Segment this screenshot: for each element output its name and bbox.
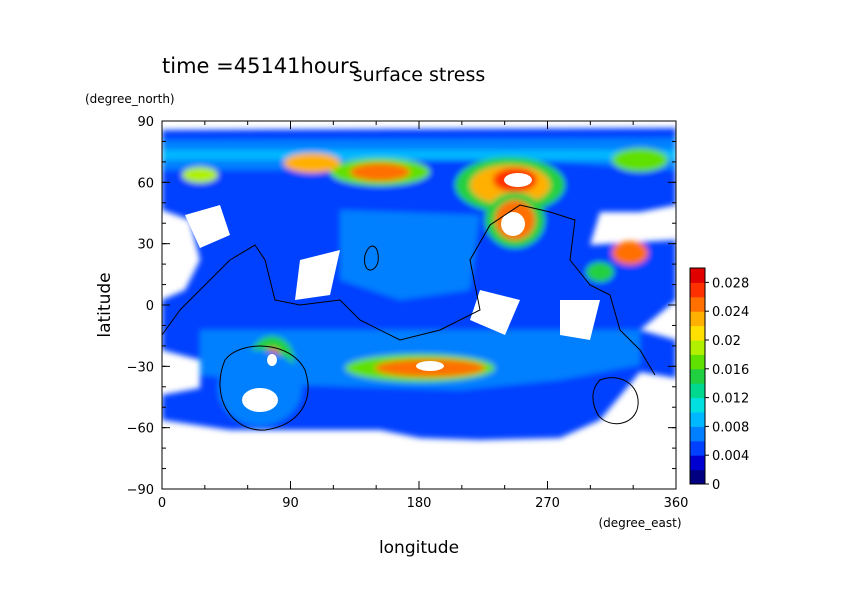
- colorbar-tick-label: 0: [712, 478, 720, 493]
- axes: 0 90 180 270 360 90 60 30 0 −30 −60 −90: [127, 115, 689, 511]
- coastlines: [161, 204, 656, 431]
- colorbar-swatch: [690, 340, 705, 355]
- colorbar-frame: [689, 267, 706, 485]
- colorbar-swatch: [690, 383, 705, 399]
- time-label: time =45141hours: [162, 54, 360, 78]
- colorbar-swatch: [690, 311, 705, 327]
- colorbar-swatch: [690, 426, 705, 442]
- colorbar-swatch: [690, 455, 705, 471]
- colorbar-tick-label: 0.012: [712, 392, 749, 407]
- colorbar-tick-label: 0.008: [712, 420, 749, 435]
- y-tick-label: 30: [137, 238, 154, 253]
- colorbar-swatch: [690, 397, 705, 413]
- y-tick-label: 90: [137, 115, 154, 130]
- y-axis-title: latitude: [95, 272, 115, 337]
- x-tick-label: 360: [664, 496, 689, 511]
- x-tick-label: 270: [535, 496, 560, 511]
- y-tick-label: 60: [137, 176, 154, 191]
- colorbar-tick-label: 0.02: [712, 334, 741, 349]
- y-unit-label: (degree_north): [85, 92, 175, 106]
- y-tick-label: 0: [146, 299, 154, 314]
- contour-field: [162, 128, 676, 440]
- colorbar-swatch: [690, 440, 705, 456]
- colorbar-swatch: [690, 469, 705, 485]
- colorbar-tick-label: 0.028: [712, 276, 749, 291]
- y-tick-label: −30: [127, 360, 154, 375]
- colorbar-swatch: [690, 412, 705, 427]
- colorbar-swatch: [690, 354, 705, 370]
- colorbar-swatch: [690, 368, 705, 384]
- colorbar-tick-label: 0.024: [712, 305, 749, 320]
- colorbar-tick-label: 0.016: [712, 363, 749, 378]
- colorbar-swatch: [690, 325, 705, 341]
- colorbar: 0.028 0.024 0.02 0.016 0.012 0.008 0.004 0: [689, 267, 749, 493]
- y-tick-label: −90: [127, 483, 154, 498]
- y-tick-label: −60: [127, 422, 154, 437]
- plot-title: surface stress: [353, 64, 486, 86]
- x-tick-label: 0: [158, 496, 166, 511]
- colorbar-swatch: [690, 282, 705, 298]
- colorbar-swatch: [690, 296, 705, 312]
- colorbar-swatch: [690, 268, 705, 283]
- x-tick-label: 180: [407, 496, 432, 511]
- colorbar-tick-label: 0.004: [712, 449, 749, 464]
- x-axis-title: longitude: [379, 538, 459, 558]
- x-tick-label: 90: [282, 496, 299, 511]
- x-unit-label: (degree_east): [598, 516, 681, 530]
